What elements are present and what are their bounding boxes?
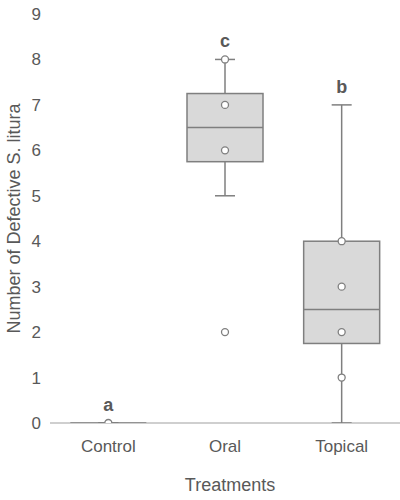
y-tick-label: 1 bbox=[32, 369, 41, 388]
x-tick-label: Control bbox=[81, 437, 136, 456]
y-tick-label: 8 bbox=[32, 50, 41, 69]
chart: 0 1 2 3 4 5 6 7 8 9 Control Oral Topical Treatments Nu… bbox=[0, 0, 400, 500]
data-point bbox=[338, 329, 345, 336]
x-tick-label: Topical bbox=[315, 437, 368, 456]
x-axis-title: Treatments bbox=[185, 475, 275, 495]
whisker-cap-high bbox=[332, 104, 352, 106]
y-tick bbox=[47, 332, 50, 333]
significance-letter: a bbox=[103, 395, 114, 415]
box bbox=[187, 94, 263, 162]
y-tick-label: 0 bbox=[32, 414, 41, 433]
y-tick-label: 7 bbox=[32, 96, 41, 115]
data-point bbox=[222, 56, 229, 63]
whisker-low bbox=[341, 343, 343, 423]
data-point bbox=[338, 238, 345, 245]
whisker-high bbox=[341, 105, 343, 241]
whisker-low bbox=[224, 162, 226, 196]
y-tick bbox=[47, 377, 50, 378]
y-tick-label: 3 bbox=[32, 278, 41, 297]
whisker-cap-low bbox=[215, 195, 235, 197]
data-point bbox=[222, 101, 229, 108]
data-point bbox=[105, 420, 112, 424]
y-tick-label: 9 bbox=[32, 5, 41, 24]
data-point bbox=[222, 147, 229, 154]
whisker-cap-low bbox=[332, 422, 352, 423]
whisker-high bbox=[224, 59, 226, 93]
y-tick bbox=[47, 241, 50, 242]
y-tick-label: 6 bbox=[32, 141, 41, 160]
y-tick-label: 4 bbox=[32, 232, 41, 251]
median-line bbox=[187, 127, 263, 129]
x-tick-label: Oral bbox=[209, 437, 241, 456]
data-point bbox=[222, 329, 229, 336]
data-point bbox=[338, 283, 345, 290]
y-tick bbox=[47, 286, 50, 287]
significance-letter: c bbox=[220, 31, 230, 51]
y-tick bbox=[47, 195, 50, 196]
y-tick bbox=[47, 423, 50, 424]
y-tick bbox=[47, 14, 50, 15]
y-tick-label: 5 bbox=[32, 187, 41, 206]
y-axis-title: Number of Defective S. litura bbox=[4, 102, 24, 333]
median-line bbox=[304, 309, 380, 311]
x-axis bbox=[50, 422, 400, 424]
y-tick bbox=[47, 150, 50, 151]
y-tick-label: 2 bbox=[32, 323, 41, 342]
y-tick bbox=[47, 59, 50, 60]
data-point bbox=[338, 374, 345, 381]
significance-letter: b bbox=[336, 77, 347, 97]
y-tick bbox=[47, 104, 50, 105]
box bbox=[304, 241, 380, 343]
plot-marks bbox=[70, 56, 379, 423]
